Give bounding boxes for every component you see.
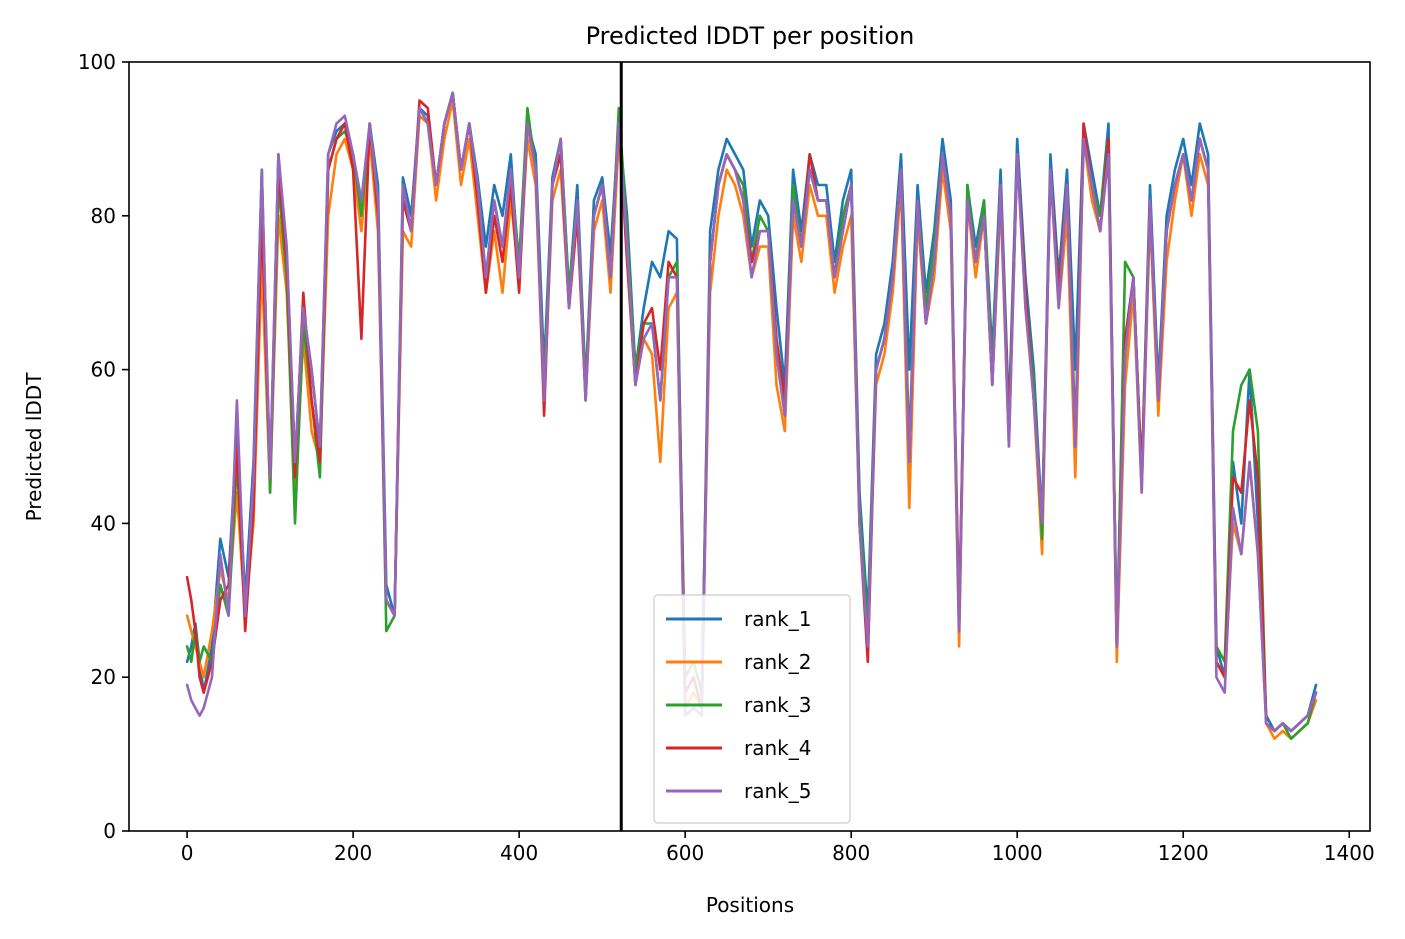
series-line-rank-5 <box>185 91 1318 733</box>
y-tick-label: 40 <box>91 511 116 535</box>
x-tick-label: 1400 <box>1324 841 1375 865</box>
x-tick-label: 200 <box>334 841 372 865</box>
legend-label-rank-3: rank_3 <box>744 693 811 717</box>
y-tick-label: 20 <box>91 665 116 689</box>
y-tick-label: 60 <box>91 358 116 382</box>
legend-label-rank-4: rank_4 <box>744 736 811 760</box>
legend-label-rank-2: rank_2 <box>744 650 811 674</box>
series-line-rank-3 <box>185 91 1318 741</box>
x-axis-ticks: 0 200 400 600 800 1000 1200 1400 <box>181 831 1375 865</box>
legend-label-rank-1: rank_1 <box>744 607 811 631</box>
y-tick-label: 0 <box>103 819 116 843</box>
plot-area <box>185 91 1318 741</box>
y-tick-label: 100 <box>78 50 116 74</box>
x-axis-label: Positions <box>706 893 794 917</box>
x-tick-label: 1200 <box>1158 841 1209 865</box>
legend: rank_1 rank_2 rank_3 rank_4 rank_5 <box>653 594 851 824</box>
axes-frame <box>128 61 1371 832</box>
y-axis-ticks: 0 20 40 60 80 100 <box>78 50 129 843</box>
x-tick-label: 600 <box>666 841 704 865</box>
legend-box <box>653 594 851 824</box>
x-tick-label: 0 <box>181 841 194 865</box>
x-tick-label: 800 <box>832 841 870 865</box>
x-tick-label: 1000 <box>992 841 1043 865</box>
chart-title: Predicted lDDT per position <box>586 22 915 50</box>
legend-label-rank-5: rank_5 <box>744 779 811 803</box>
x-tick-label: 400 <box>500 841 538 865</box>
y-tick-label: 80 <box>91 204 116 228</box>
y-axis-label: Predicted lDDT <box>22 372 46 522</box>
